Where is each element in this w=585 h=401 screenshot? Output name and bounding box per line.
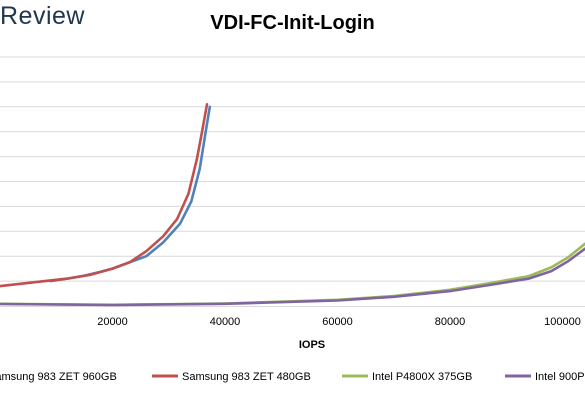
brand-logo-text: Review [0, 2, 85, 30]
x-tick-label: 80000 [435, 316, 466, 328]
series-lines [0, 103, 585, 307]
x-tick-label: 40000 [210, 316, 241, 328]
gridlines [0, 56, 585, 307]
legend-label: Intel P4800X 375GB [372, 371, 472, 383]
x-tick-labels: 20000 40000 60000 80000 100000 [97, 316, 581, 328]
x-tick-label: 100000 [544, 316, 581, 328]
legend-label: Intel 900P [535, 371, 585, 383]
legend-label: Samsung 983 ZET 480GB [182, 371, 311, 383]
legend-label: Samsung 983 ZET 960GB [0, 371, 117, 383]
series-line [49, 105, 212, 283]
series-line [0, 247, 585, 307]
legend: Samsung 983 ZET 960GB Samsung 983 ZET 480… [0, 371, 585, 383]
series-line [0, 103, 209, 288]
chart-title: VDI-FC-Init-Login [210, 12, 375, 34]
x-axis-title: IOPS [299, 339, 325, 351]
x-tick-label: 20000 [97, 316, 128, 328]
x-tick-label: 60000 [322, 316, 353, 328]
